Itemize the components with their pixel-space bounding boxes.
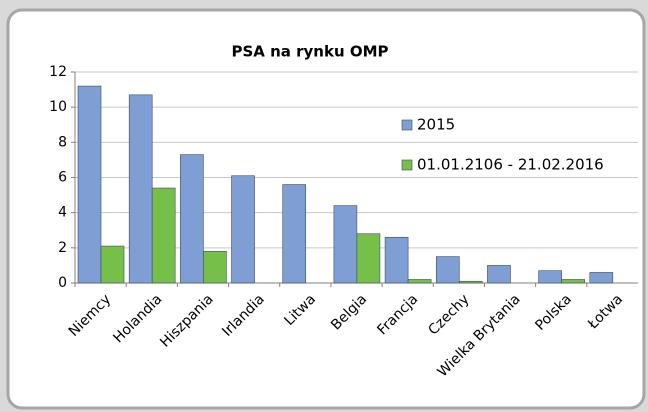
legend-label: 2015 bbox=[417, 116, 455, 134]
bar bbox=[231, 175, 255, 284]
bar bbox=[282, 184, 307, 284]
bar bbox=[77, 85, 102, 284]
y-tick-label: 6 bbox=[58, 170, 67, 186]
bar bbox=[333, 205, 358, 284]
chart-frame bbox=[6, 8, 646, 410]
bar bbox=[435, 256, 460, 284]
bar bbox=[151, 187, 176, 284]
bar bbox=[384, 236, 409, 284]
bar bbox=[356, 233, 381, 284]
chart-title: PSA na rynku OMP bbox=[231, 43, 388, 61]
bar bbox=[487, 265, 511, 284]
legend-swatch bbox=[401, 159, 413, 171]
y-tick-label: 10 bbox=[49, 99, 67, 115]
bar bbox=[180, 154, 204, 284]
bar bbox=[128, 94, 153, 284]
y-tick-label: 2 bbox=[58, 240, 67, 256]
bar bbox=[589, 272, 614, 284]
bar bbox=[538, 270, 562, 284]
legend-label: 01.01.2106 - 21.02.2016 bbox=[417, 156, 604, 174]
bar bbox=[407, 279, 432, 284]
bar bbox=[458, 280, 483, 284]
legend-swatch bbox=[401, 119, 413, 131]
bar bbox=[203, 251, 227, 284]
y-tick-label: 0 bbox=[58, 275, 67, 291]
y-tick-label: 12 bbox=[49, 64, 67, 80]
bar bbox=[561, 279, 585, 284]
y-tick-label: 4 bbox=[58, 205, 67, 221]
y-tick-label: 8 bbox=[58, 134, 67, 150]
bar bbox=[100, 245, 125, 284]
